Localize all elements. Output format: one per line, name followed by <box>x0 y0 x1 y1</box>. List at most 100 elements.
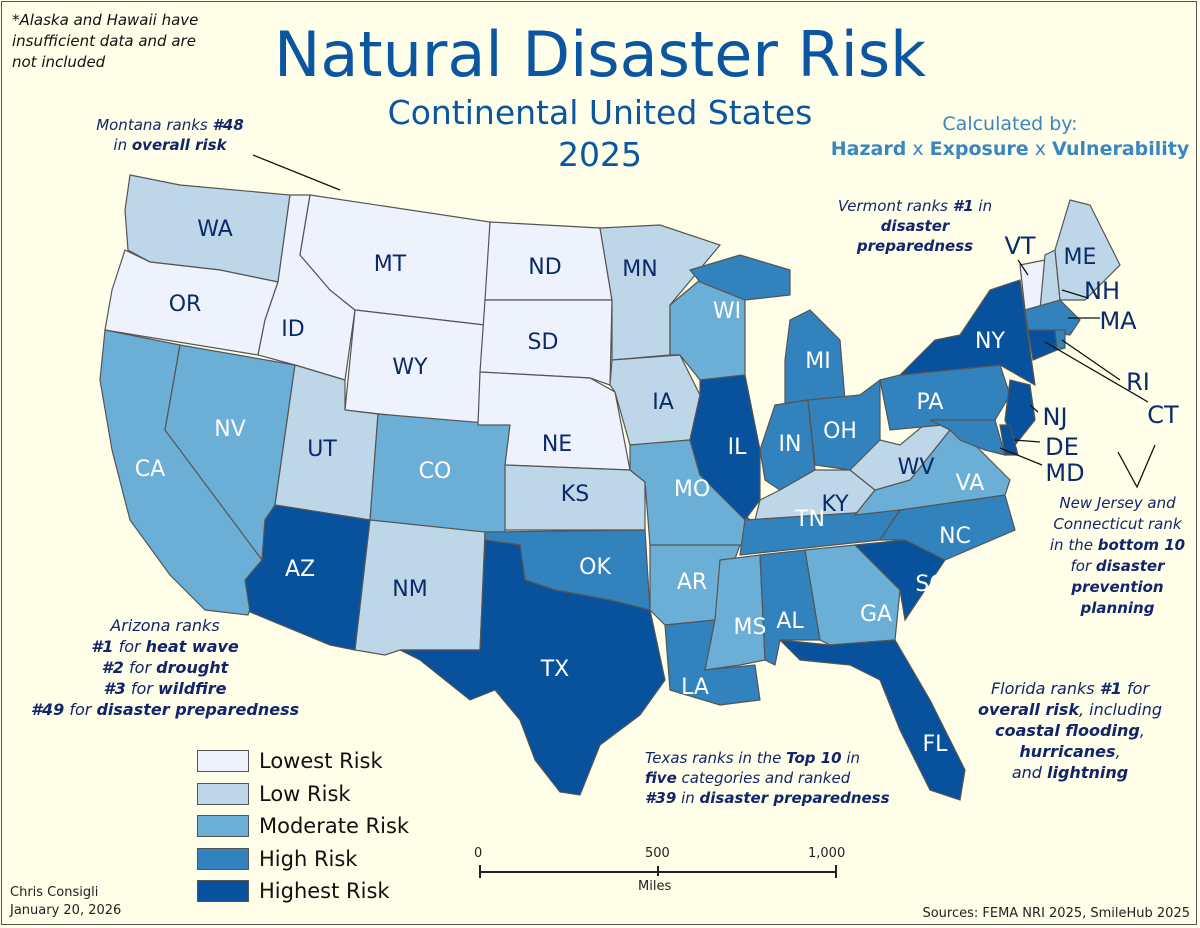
state-label-ut: UT <box>307 437 337 462</box>
footnote-alaska-hawaii: *Alaska and Hawaii have insufficient dat… <box>12 10 198 73</box>
legend-item-low: Low Risk <box>197 778 409 811</box>
state-label-ri: RI <box>1126 368 1150 396</box>
legend-item-lowest: Lowest Risk <box>197 745 409 778</box>
state-ct <box>1027 329 1058 361</box>
footnote-line: insufficient data and are <box>12 32 196 50</box>
leader-line <box>1017 259 1029 276</box>
legend-swatch <box>197 782 249 805</box>
state-label-mo: MO <box>674 477 710 502</box>
state-label-wy: WY <box>392 355 428 380</box>
state-label-tn: TN <box>794 507 825 532</box>
state-nj <box>1004 379 1036 447</box>
state-label-ca: CA <box>135 457 165 482</box>
state-label-wi: WI <box>713 299 741 324</box>
annotation-texas: Texas ranks in the Top 10 in five catego… <box>645 749 890 807</box>
state-label-va: VA <box>956 471 985 496</box>
state-ny <box>898 279 1036 387</box>
subtitle-year: 2025 <box>558 135 642 174</box>
state-label-az: AZ <box>285 557 315 582</box>
calc-op: x <box>1034 138 1046 160</box>
legend-swatch <box>197 750 249 773</box>
legend-item-moderate: Moderate Risk <box>197 810 409 843</box>
state-label-tx: TX <box>540 657 570 682</box>
state-label-ok: OK <box>579 555 611 580</box>
state-label-ks: KS <box>561 482 589 507</box>
state-ri <box>1054 329 1066 351</box>
state-label-nd: ND <box>528 255 561 280</box>
calc-op: x <box>912 138 924 160</box>
legend-label: Moderate Risk <box>259 814 410 839</box>
state-fl <box>778 639 966 801</box>
state-label-ar: AR <box>677 570 707 595</box>
leader-line <box>1013 439 1041 443</box>
calc-exposure: Exposure <box>929 138 1029 160</box>
state-label-ct: CT <box>1147 401 1179 429</box>
legend-swatch <box>197 880 249 903</box>
state-wv <box>849 419 951 491</box>
calculation-label: Calculated by: <box>942 113 1078 135</box>
scale-tick <box>835 865 837 878</box>
state-label-nj: NJ <box>1042 403 1067 431</box>
state-label-wa: WA <box>197 217 233 242</box>
scale-unit: Miles <box>638 879 672 894</box>
state-label-id: ID <box>281 317 304 342</box>
state-label-or: OR <box>169 292 202 317</box>
legend-label: Low Risk <box>259 781 351 806</box>
state-label-sd: SD <box>528 330 559 355</box>
state-sc <box>853 539 946 622</box>
state-tx <box>399 539 666 796</box>
scale-tick <box>479 865 481 878</box>
state-label-la: LA <box>681 675 709 700</box>
state-label-ia: IA <box>652 390 674 415</box>
state-ma <box>1024 299 1081 336</box>
author: Chris Consigli <box>10 885 99 900</box>
state-label-vt: VT <box>1004 232 1035 260</box>
subtitle-region: Continental United States <box>387 93 813 132</box>
leader-line <box>1044 341 1149 403</box>
state-label-wv: WV <box>898 455 935 480</box>
state-label-nm: NM <box>392 577 427 602</box>
calc-hazard: Hazard <box>830 138 907 160</box>
state-md <box>929 419 1006 456</box>
legend: Lowest Risk Low Risk Moderate Risk High … <box>197 745 409 908</box>
legend-label: High Risk <box>259 846 358 871</box>
state-label-ne: NE <box>542 432 572 457</box>
state-ks <box>504 464 646 531</box>
state-label-mn: MN <box>622 257 657 282</box>
leader-line <box>1061 339 1121 381</box>
state-label-oh: OH <box>823 419 857 444</box>
state-label-sc: SC <box>915 572 944 597</box>
annotation-arizona: Arizona ranks #1 for heat wave #2 for dr… <box>30 616 300 719</box>
state-label-ma: MA <box>1099 307 1137 335</box>
calculation-note: Calculated by: Hazard x Exposure x Vulne… <box>820 112 1200 162</box>
leader-line <box>252 154 341 191</box>
annotation-vermont: Vermont ranks #1 in disaster preparednes… <box>837 197 993 255</box>
state-label-pa: PA <box>917 390 944 415</box>
state-label-fl: FL <box>923 732 949 757</box>
date: January 20, 2026 <box>10 903 122 918</box>
subtitle: Continental United States 2025 <box>300 92 900 176</box>
annotation-montana: Montana ranks #48 in overall risk <box>96 116 244 154</box>
state-label-nv: NV <box>214 417 246 442</box>
leader-line <box>999 447 1043 466</box>
sources: Sources: FEMA NRI 2025, SmileHub 2025 <box>922 906 1190 921</box>
state-label-me: ME <box>1064 245 1097 270</box>
leader-line <box>1029 404 1039 413</box>
state-label-in: IN <box>779 432 802 457</box>
legend-item-high: High Risk <box>197 843 409 876</box>
legend-item-highest: Highest Risk <box>197 875 409 908</box>
scale-tick <box>657 866 659 876</box>
scale-label: 1,000 <box>808 846 846 861</box>
legend-swatch <box>197 847 249 870</box>
annotation-florida: Florida ranks #1 for overall risk, inclu… <box>977 679 1163 782</box>
state-label-de: DE <box>1045 433 1079 461</box>
state-label-nh: NH <box>1084 277 1120 305</box>
state-label-mi: MI <box>805 349 830 374</box>
state-label-il: IL <box>728 435 747 460</box>
legend-label: Lowest Risk <box>259 749 383 774</box>
state-label-al: AL <box>776 609 804 634</box>
state-label-md: MD <box>1045 459 1084 487</box>
legend-label: Highest Risk <box>259 879 390 904</box>
